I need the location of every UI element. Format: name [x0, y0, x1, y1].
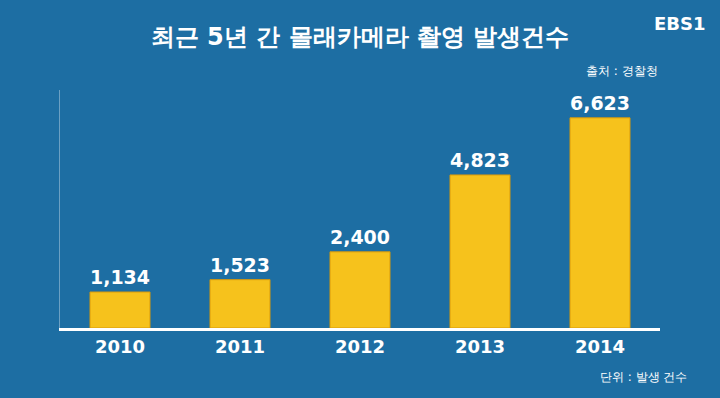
- svg-text:6,623: 6,623: [570, 92, 630, 114]
- svg-text:2013: 2013: [455, 336, 505, 357]
- svg-text:2014: 2014: [575, 336, 625, 357]
- svg-text:1,523: 1,523: [210, 254, 270, 276]
- svg-text:2,400: 2,400: [330, 226, 390, 248]
- svg-text:2010: 2010: [95, 336, 145, 357]
- svg-text:단위 : 발생 건수: 단위 : 발생 건수: [600, 370, 688, 384]
- svg-text:최근 5년 간 몰래카메라 촬영 발생건수: 최근 5년 간 몰래카메라 촬영 발생건수: [151, 23, 569, 51]
- svg-text:2011: 2011: [215, 336, 265, 357]
- svg-text:EBS1: EBS1: [654, 13, 706, 34]
- svg-text:1,134: 1,134: [90, 266, 150, 288]
- svg-text:출처 : 경찰청: 출처 : 경찰청: [586, 64, 658, 78]
- svg-text:2012: 2012: [335, 336, 385, 357]
- svg-text:4,823: 4,823: [450, 149, 510, 171]
